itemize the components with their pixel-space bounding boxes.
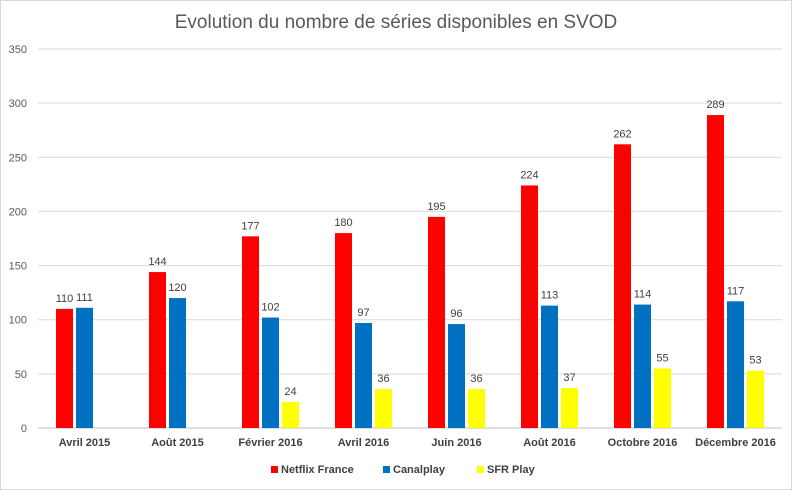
y-tick-label: 250 [9, 152, 27, 164]
bar [634, 304, 651, 428]
data-label: 102 [261, 302, 279, 314]
bar [654, 368, 671, 428]
y-tick-label: 50 [15, 369, 27, 381]
y-tick-label: 300 [9, 98, 27, 110]
x-axis: Avril 2015 Août 2015 Février 2016 Avril 201… [59, 437, 776, 449]
x-tick-label: Octobre 2016 [608, 437, 678, 449]
gridlines [38, 48, 782, 429]
y-tick-label: 200 [9, 206, 27, 218]
x-tick-label: Août 2016 [523, 437, 576, 449]
x-tick-label: Avril 2015 [59, 437, 111, 449]
x-tick-label: Décembre 2016 [695, 437, 776, 449]
data-label: 114 [634, 289, 652, 301]
legend-label: Netflix France [281, 464, 354, 476]
legend: Netflix France Canalplay SFR Play [271, 464, 536, 476]
chart-title: Evolution du nombre de séries disponible… [174, 12, 618, 33]
data-label: 289 [706, 99, 724, 111]
bar [521, 185, 538, 428]
bar [262, 317, 279, 428]
legend-label: Canalplay [393, 464, 446, 476]
data-label: 36 [470, 373, 482, 385]
data-label: 120 [168, 282, 186, 294]
data-label: 111 [76, 292, 93, 304]
bar [707, 115, 724, 428]
bar [428, 216, 445, 428]
data-label: 224 [520, 169, 538, 181]
bar [149, 272, 166, 428]
y-axis: 0 50 100 150 200 250 300 350 [9, 44, 27, 435]
x-tick-label: Août 2015 [151, 437, 204, 449]
data-label: 195 [427, 201, 445, 213]
y-tick-label: 150 [9, 261, 27, 273]
data-label: 144 [148, 256, 166, 268]
bar [169, 298, 186, 428]
legend-label: SFR Play [487, 464, 536, 476]
bar [375, 389, 392, 428]
data-labels: 110 111 144 120 177 102 24 180 97 36 195 96 36 224 113… [56, 99, 762, 398]
legend-swatch [477, 466, 484, 473]
bar [335, 233, 352, 428]
data-label: 117 [727, 285, 745, 297]
y-tick-label: 0 [21, 423, 27, 435]
x-tick-label: Juin 2016 [431, 437, 481, 449]
y-tick-label: 350 [9, 44, 27, 56]
data-label: 180 [334, 217, 352, 229]
x-tick-label: Avril 2016 [338, 437, 390, 449]
data-label: 53 [749, 355, 761, 367]
y-tick-label: 100 [9, 315, 27, 327]
data-label: 96 [450, 308, 462, 320]
data-label: 36 [377, 373, 389, 385]
bar [614, 144, 631, 428]
bar [727, 301, 744, 428]
bar [242, 236, 259, 428]
x-tick-label: Février 2016 [238, 437, 302, 449]
bar [76, 307, 93, 428]
bar [561, 387, 578, 428]
bar [468, 389, 485, 428]
data-label: 24 [284, 386, 296, 398]
bar [56, 308, 73, 428]
data-label: 113 [541, 290, 559, 302]
data-label: 55 [656, 352, 668, 364]
bar [282, 402, 299, 428]
legend-swatch [271, 466, 278, 473]
data-label: 97 [357, 307, 369, 319]
legend-swatch [383, 466, 390, 473]
data-label: 110 [56, 293, 74, 305]
data-label: 37 [563, 372, 575, 384]
data-label: 262 [613, 128, 631, 140]
bars [56, 115, 764, 428]
data-label: 177 [241, 220, 259, 232]
bar [541, 305, 558, 428]
bar [747, 370, 764, 428]
bar [355, 322, 372, 428]
bar [448, 324, 465, 428]
